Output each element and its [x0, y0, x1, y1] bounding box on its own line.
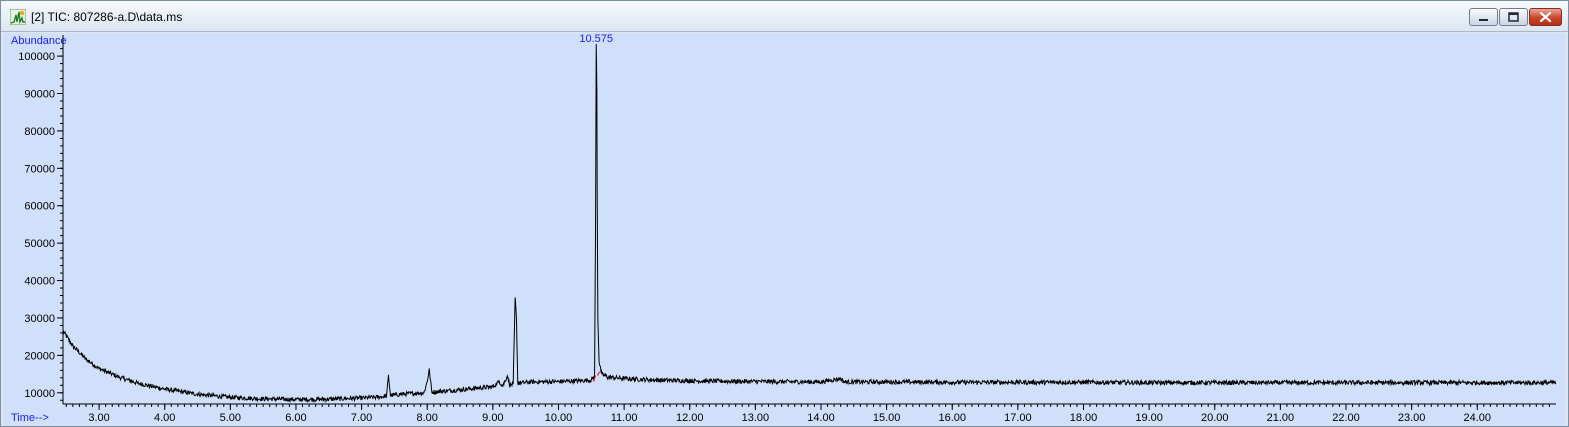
x-tick-label: 6.00 [285, 412, 306, 424]
y-tick-label: 70000 [24, 163, 55, 175]
y-tick-label: 40000 [24, 276, 55, 288]
minimize-button[interactable] [1469, 8, 1498, 26]
window-title: [2] TIC: 807286-a.D\data.ms [31, 10, 183, 24]
title-bar[interactable]: [2] TIC: 807286-a.D\data.ms [1, 1, 1568, 32]
close-button[interactable] [1529, 8, 1562, 26]
x-tick-label: 10.00 [545, 412, 573, 424]
x-tick-label: 5.00 [220, 412, 241, 424]
series-line-0 [62, 44, 1557, 404]
x-tick-label: 7.00 [351, 412, 372, 424]
x-axis-label: Time--> [11, 412, 49, 424]
x-tick-label: 20.00 [1201, 412, 1229, 424]
x-tick-label: 17.00 [1004, 412, 1032, 424]
y-tick-label: 100000 [18, 51, 55, 63]
x-tick-label: 23.00 [1398, 412, 1426, 424]
y-tick-label: 90000 [24, 89, 55, 101]
maximize-button[interactable] [1499, 8, 1528, 26]
x-tick-label: 9.00 [482, 412, 503, 424]
x-tick-label: 11.00 [611, 412, 638, 424]
x-tick-label: 8.00 [417, 412, 438, 424]
x-tick-label: 21.00 [1267, 412, 1295, 424]
x-tick-label: 24.00 [1463, 412, 1491, 424]
x-tick-label: 14.00 [807, 412, 835, 424]
y-tick-label: 60000 [24, 201, 55, 213]
x-tick-label: 22.00 [1332, 412, 1360, 424]
chart[interactable]: Abundance Time--> 3.00 4.00 5.00 6.00 7.00 8.… [3, 33, 1566, 426]
peak-start-marker [593, 375, 597, 382]
x-tick-label: 18.00 [1070, 412, 1098, 424]
x-tick-label: 15.00 [873, 412, 901, 424]
x-tick-label: 13.00 [742, 412, 770, 424]
y-tick-label: 80000 [24, 126, 55, 138]
chart-area[interactable]: Abundance Time--> 3.00 4.00 5.00 6.00 7.00 8.… [3, 33, 1566, 426]
x-tick-label: 4.00 [154, 412, 175, 424]
y-tick-label: 30000 [24, 313, 55, 325]
maximize-icon [1508, 12, 1519, 22]
close-icon [1539, 11, 1552, 23]
minimize-icon [1479, 19, 1488, 21]
y-tick-label: 50000 [24, 238, 55, 250]
chromatogram-icon [10, 9, 26, 25]
y-axis-label: Abundance [11, 35, 67, 47]
x-tick-label: 12.00 [676, 412, 704, 424]
x-tick-label: 16.00 [938, 412, 966, 424]
peak-label: 10.575 [579, 33, 613, 45]
x-tick-label: 19.00 [1135, 412, 1163, 424]
y-tick-label: 20000 [24, 350, 55, 362]
x-tick-label: 3.00 [88, 412, 109, 424]
y-tick-label: 10000 [24, 388, 55, 400]
peak-end-marker [596, 371, 601, 376]
